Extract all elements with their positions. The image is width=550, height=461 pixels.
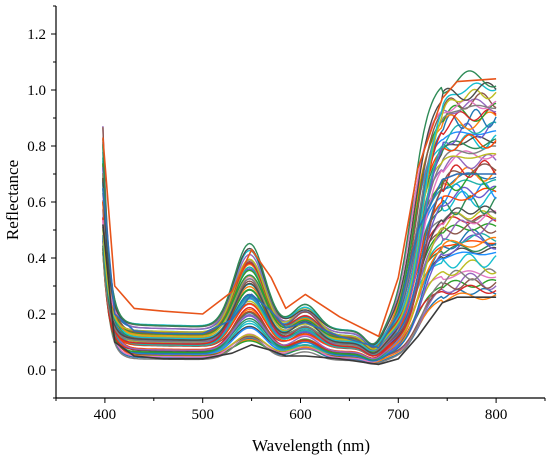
spectrum-line: [102, 88, 497, 350]
series-group: [102, 70, 497, 366]
y-tick-label: 1.2: [27, 27, 46, 43]
x-axis-label: Wavelength (nm): [252, 436, 370, 455]
ticks: 400 500 600 700 800 0.0 0.2 0.4 0.6 0.8 1.0 1.2: [27, 5, 546, 423]
x-tick-label: 800: [485, 407, 508, 423]
y-tick-label: 0.2: [27, 307, 46, 323]
reference-spectrum-line: [102, 224, 497, 366]
x-tick-label: 500: [191, 407, 214, 423]
spectrum-line: [102, 178, 497, 363]
spectrum-line: [102, 70, 497, 345]
y-tick-label: 0.4: [27, 251, 46, 267]
spectrum-line: [102, 145, 497, 355]
y-tick-label: 0.6: [27, 195, 46, 211]
y-tick-label: 1.0: [27, 83, 46, 99]
spectrum-line: [102, 200, 497, 362]
reference-spectrum-line: [102, 173, 497, 349]
y-axis-label: Reflectance: [3, 160, 22, 240]
y-tick-label: 0.0: [27, 363, 46, 379]
reference-spectrum-line: [102, 78, 497, 338]
x-tick-label: 600: [289, 407, 312, 423]
x-tick-label: 400: [94, 407, 117, 423]
y-tick-label: 0.8: [27, 139, 46, 155]
x-tick-label: 700: [387, 407, 410, 423]
